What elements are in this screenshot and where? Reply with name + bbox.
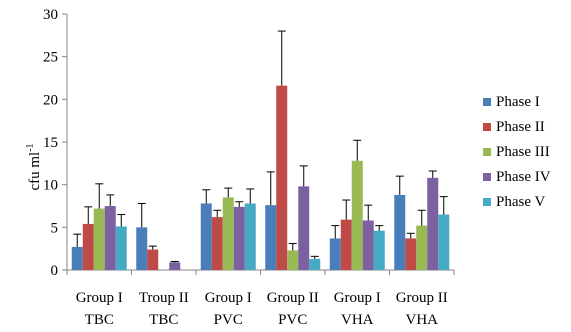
- bar: [147, 249, 159, 270]
- bar: [104, 206, 116, 270]
- category-label: TBC: [85, 312, 114, 328]
- bar: [276, 85, 288, 271]
- bar: [136, 227, 148, 270]
- legend-label: Phase I: [496, 94, 540, 110]
- y-tick-label: 15: [43, 135, 58, 151]
- bar: [298, 186, 310, 270]
- legend-label: Phase IV: [496, 169, 551, 185]
- bar: [200, 203, 212, 270]
- bar: [405, 238, 417, 270]
- bar: [211, 217, 223, 270]
- bar: [265, 205, 277, 270]
- bar: [93, 208, 105, 270]
- category-label: Group I: [76, 290, 123, 306]
- bar: [362, 220, 374, 270]
- bar: [394, 194, 406, 270]
- y-tick-label: 5: [51, 220, 59, 236]
- category-label: Group II: [267, 290, 319, 306]
- y-tick-label: 25: [43, 50, 58, 66]
- category-label: Group I: [205, 290, 252, 306]
- bar: [71, 246, 83, 270]
- category-label: Troup II: [139, 290, 189, 306]
- bar: [244, 203, 256, 270]
- legend: Phase I Phase II Phase III Phase IV Phase V: [483, 94, 551, 210]
- category-label: Group II: [396, 290, 448, 306]
- bar: [416, 225, 428, 270]
- category-label: TBC: [149, 312, 178, 328]
- bar: [115, 226, 127, 270]
- category-label: Group I: [334, 290, 381, 306]
- legend-label: Phase V: [496, 194, 545, 210]
- y-tick-label: 30: [43, 7, 58, 23]
- bar: [438, 214, 450, 270]
- legend-swatch: [483, 198, 491, 206]
- bar: [82, 223, 94, 270]
- legend-swatch: [483, 98, 491, 106]
- y-axis-label-text: cfu ml: [27, 152, 43, 191]
- category-label: PVC: [278, 312, 307, 328]
- error-bars-group: [73, 30, 448, 263]
- bars-group: [71, 85, 450, 271]
- bar: [373, 230, 385, 270]
- bar: [309, 258, 321, 270]
- legend-label: Phase III: [496, 144, 550, 160]
- legend-swatch: [483, 148, 491, 156]
- y-axis-label: cfu ml-1: [25, 143, 43, 190]
- category-label: VHA: [341, 312, 374, 328]
- legend-label: Phase II: [496, 119, 545, 135]
- bar: [329, 238, 341, 270]
- category-label: PVC: [214, 312, 243, 328]
- legend-swatch: [483, 123, 491, 131]
- bar: [222, 197, 234, 270]
- y-tick-label: 0: [51, 263, 59, 279]
- bar: [233, 206, 245, 270]
- bar: [169, 262, 181, 270]
- legend-swatch: [483, 173, 491, 181]
- bar: [351, 160, 363, 270]
- y-axis-label-superscript: -1: [25, 143, 36, 151]
- y-tick-label: 10: [43, 178, 58, 194]
- axes: 0 5 10 15 20 25 30: [43, 7, 455, 279]
- bar: [340, 219, 352, 270]
- category-labels: Group I TBC Troup II TBC Group I PVC Group II P…: [76, 290, 448, 328]
- category-label: VHA: [406, 312, 439, 328]
- y-tick-label: 20: [43, 92, 58, 108]
- bar: [287, 250, 299, 270]
- bar: [427, 177, 439, 270]
